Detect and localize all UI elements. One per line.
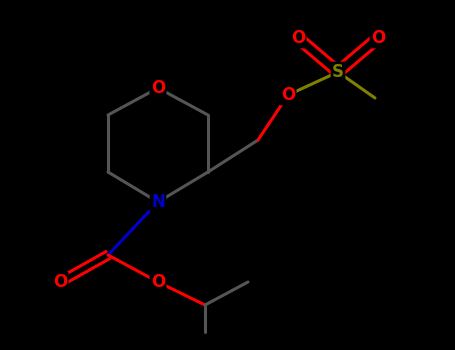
- Text: N: N: [151, 193, 165, 211]
- Text: O: O: [151, 273, 165, 291]
- Text: O: O: [53, 273, 67, 291]
- Text: O: O: [151, 79, 165, 97]
- Text: O: O: [291, 29, 305, 47]
- Text: S: S: [332, 63, 344, 81]
- Text: O: O: [371, 29, 385, 47]
- Text: O: O: [281, 86, 295, 104]
